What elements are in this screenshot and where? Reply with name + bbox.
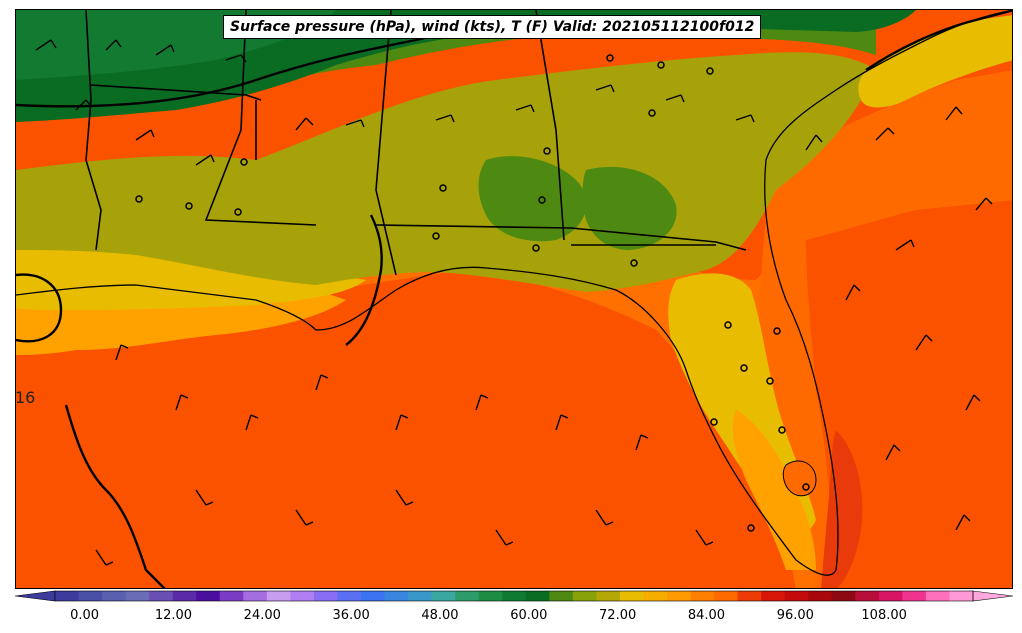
colorbar-tick-label: 48.00 <box>421 608 459 623</box>
colorbar-swatch <box>102 591 127 601</box>
colorbar-swatch <box>667 591 692 601</box>
colorbar-tick-label: 24.00 <box>243 608 281 623</box>
colorbar-border <box>54 590 974 602</box>
colorbar-tick-label: 96.00 <box>776 608 814 623</box>
colorbar-tick-label: 36.00 <box>332 608 370 623</box>
colorbar-swatch <box>384 591 409 601</box>
colorbar-swatch <box>455 591 480 601</box>
colorbar-svg <box>15 590 1013 602</box>
colorbar-swatch <box>784 591 809 601</box>
temp-region-hot-spot <box>821 430 863 588</box>
colorbar-swatch <box>361 591 386 601</box>
colorbar-swatch <box>925 591 950 601</box>
temperature-map-svg <box>16 10 1012 588</box>
colorbar-swatch <box>78 591 103 601</box>
colorbar-swatch <box>337 591 362 601</box>
colorbar-swatch <box>855 591 880 601</box>
colorbar-swatch <box>596 591 621 601</box>
colorbar-swatch <box>431 591 456 601</box>
temp-region-inland-olive-2 <box>582 166 677 250</box>
colorbar-swatch <box>313 591 338 601</box>
colorbar-swatch <box>525 591 550 601</box>
colorbar-swatch <box>690 591 715 601</box>
map-title: Surface pressure (hPa), wind (kts), T (F… <box>223 15 762 39</box>
colorbar-swatch <box>902 591 927 601</box>
colorbar-swatch <box>808 591 833 601</box>
colorbar-swatch <box>549 591 574 601</box>
temperature-colorbar: 0.00 12.00 24.00 36.00 48.00 60.00 72.00 84.00 9… <box>15 589 1013 629</box>
isobar-label: 16 <box>15 388 36 407</box>
colorbar-swatch <box>619 591 644 601</box>
colorbar-swatch <box>243 591 268 601</box>
colorbar-extend-low <box>15 590 56 602</box>
colorbar-tick-label: 108.00 <box>861 608 907 623</box>
colorbar-swatch <box>290 591 315 601</box>
colorbar-swatch <box>55 591 80 601</box>
colorbar-tick-label: 60.00 <box>510 608 548 623</box>
colorbar-tick-label: 0.00 <box>70 608 100 623</box>
colorbar-tick-label: 72.00 <box>599 608 637 623</box>
colorbar-swatch <box>478 591 503 601</box>
wind-barbs <box>35 39 993 566</box>
colorbar-swatch <box>737 591 762 601</box>
colorbar-swatch <box>172 591 197 601</box>
colorbar-swatch <box>149 591 174 601</box>
temp-region-atlantic-yellow <box>858 15 1012 108</box>
colorbar-swatch <box>266 591 291 601</box>
temp-region-yellow-land <box>16 233 366 310</box>
colorbar-swatch <box>714 591 739 601</box>
colorbar-swatch <box>761 591 786 601</box>
lake-okeechobee <box>782 460 817 497</box>
colorbar-swatch <box>219 591 244 601</box>
colorbar-swatch <box>408 591 433 601</box>
colorbar-tick-label: 84.00 <box>687 608 726 623</box>
colorbar-swatch <box>831 591 856 601</box>
colorbar-swatch <box>125 591 150 601</box>
colorbar-extend-high <box>972 590 1013 602</box>
colorbar-swatch <box>196 591 221 601</box>
coastline <box>16 10 1012 576</box>
colorbar-swatch <box>572 591 597 601</box>
weather-map <box>15 9 1013 589</box>
colorbar-swatch <box>643 591 668 601</box>
colorbar-tick-label: 12.00 <box>154 608 193 623</box>
state-borders <box>85 10 747 276</box>
colorbar-swatch <box>502 591 527 601</box>
colorbar-swatch <box>949 591 974 601</box>
colorbar-swatch <box>878 591 903 601</box>
temp-region-florida-orange <box>732 410 816 570</box>
station-markers <box>135 54 810 532</box>
